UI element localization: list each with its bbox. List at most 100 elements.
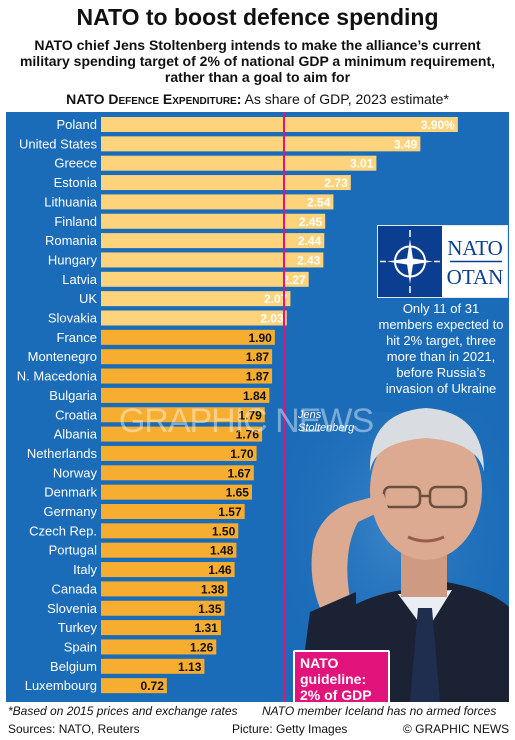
category-label: Croatia <box>55 407 98 422</box>
value-label: 1.67 <box>227 466 251 480</box>
category-label: N. Macedonia <box>17 369 98 384</box>
category-label: Belgium <box>50 659 97 674</box>
iceland-note: NATO member Iceland has no armed forces <box>262 704 497 718</box>
bar <box>101 639 217 655</box>
category-label: Canada <box>51 581 97 596</box>
chart-label-description: As share of GDP, 2023 estimate* <box>241 91 449 107</box>
bar <box>101 136 421 152</box>
category-label: Bulgaria <box>49 388 97 403</box>
guideline-label-value: 2% of GDP <box>300 687 372 702</box>
category-label: Montenegro <box>28 349 97 364</box>
bar <box>101 213 326 229</box>
category-label: UK <box>79 291 97 306</box>
category-label: Netherlands <box>27 446 98 461</box>
value-label: 1.26 <box>190 640 214 654</box>
bar <box>101 523 239 539</box>
bar <box>101 407 265 423</box>
category-label: Greece <box>54 156 97 171</box>
category-label: Luxembourg <box>25 678 97 693</box>
bar <box>101 600 225 616</box>
value-label: 3.01 <box>350 157 374 171</box>
subtitle: NATO chief Jens Stoltenberg intends to m… <box>19 37 496 85</box>
category-label: Estonia <box>54 175 98 190</box>
value-label: 2.54 <box>307 195 331 209</box>
bar <box>101 271 309 287</box>
category-label: Slovenia <box>47 601 98 616</box>
bar <box>101 194 334 210</box>
value-label: 2.07 <box>264 292 288 306</box>
value-label: 3.90% <box>421 118 455 132</box>
target-note: Only 11 of 31 members expected to hit 2%… <box>378 301 504 396</box>
value-label: 2.44 <box>298 234 322 248</box>
guideline-label-title: NATO guideline: <box>300 655 367 687</box>
category-label: Slovakia <box>48 311 98 326</box>
category-label: Italy <box>73 562 97 577</box>
value-label: 2.45 <box>299 215 323 229</box>
value-label: 1.90 <box>248 331 272 345</box>
bar <box>101 291 291 307</box>
value-label: 0.72 <box>141 679 165 693</box>
bar <box>101 542 237 558</box>
value-label: 2.73 <box>324 176 348 190</box>
category-label: Portugal <box>49 543 98 558</box>
value-label: 1.35 <box>198 602 222 616</box>
bar <box>101 252 324 268</box>
value-label: 1.76 <box>236 428 260 442</box>
category-label: Norway <box>53 465 98 480</box>
value-label: 2.27 <box>282 273 306 287</box>
value-label: 1.46 <box>208 563 232 577</box>
bar <box>101 368 273 384</box>
value-label: 1.48 <box>210 544 234 558</box>
sources: Sources: NATO, Reuters <box>8 722 140 736</box>
bar <box>101 620 221 636</box>
picture-credit: Picture: Getty Images <box>232 722 348 736</box>
category-label: Albania <box>54 427 98 442</box>
bar <box>101 233 325 249</box>
bar <box>101 445 257 461</box>
nato-logo: NATO OTAN <box>377 225 508 298</box>
category-label: Spain <box>64 639 97 654</box>
category-label: Poland <box>57 117 97 132</box>
guideline-label: NATO guideline: 2% of GDP <box>293 650 390 702</box>
bar <box>101 387 270 403</box>
category-label: United States <box>19 136 98 151</box>
value-label: 1.57 <box>218 505 242 519</box>
value-label: 1.87 <box>246 350 270 364</box>
category-label: Lithuania <box>44 194 98 209</box>
category-label: Finland <box>54 214 97 229</box>
photo-caption-first: Jens <box>298 409 322 421</box>
category-label: Denmark <box>44 485 97 500</box>
photo-caption-last: Stoltenberg <box>298 422 355 434</box>
bar <box>101 562 235 578</box>
value-label: 1.87 <box>246 370 270 384</box>
category-label: Hungary <box>48 252 98 267</box>
bar <box>101 581 228 597</box>
chart-label-title: NATO Defence Expenditure: <box>66 91 242 107</box>
bar <box>101 329 275 345</box>
category-label: Turkey <box>58 620 98 635</box>
value-label: 1.38 <box>201 582 225 596</box>
value-label: 1.79 <box>238 408 262 422</box>
bar <box>101 349 273 365</box>
value-label: 3.49 <box>394 137 418 151</box>
chart-label: NATO Defence Expenditure: As share of GD… <box>0 91 515 107</box>
bar <box>101 504 245 519</box>
bar <box>101 426 263 442</box>
value-label: 1.13 <box>178 660 202 674</box>
footnote: *Based on 2015 prices and exchange rates <box>8 704 238 718</box>
value-label: 1.31 <box>195 621 219 635</box>
bar <box>101 658 205 674</box>
bar-chart: Poland 3.90% United States 3.49 Greece 3.01 Es… <box>17 112 458 702</box>
graphic-news-watermark: GRAPHIC NEWS <box>118 402 374 440</box>
category-label: Latvia <box>62 272 97 287</box>
chart-panel: Poland 3.90% United States 3.49 Greece 3.01 Es… <box>6 112 509 702</box>
value-label: 2.43 <box>297 253 321 267</box>
nato-logo-text: NATO <box>447 236 503 260</box>
value-label: 1.65 <box>226 486 250 500</box>
category-label: Germany <box>44 504 98 519</box>
stoltenberg-photo <box>286 408 509 702</box>
bar <box>101 310 287 326</box>
copyright: © GRAPHIC NEWS <box>403 722 510 736</box>
value-label: 1.70 <box>230 447 254 461</box>
bar <box>101 117 458 132</box>
